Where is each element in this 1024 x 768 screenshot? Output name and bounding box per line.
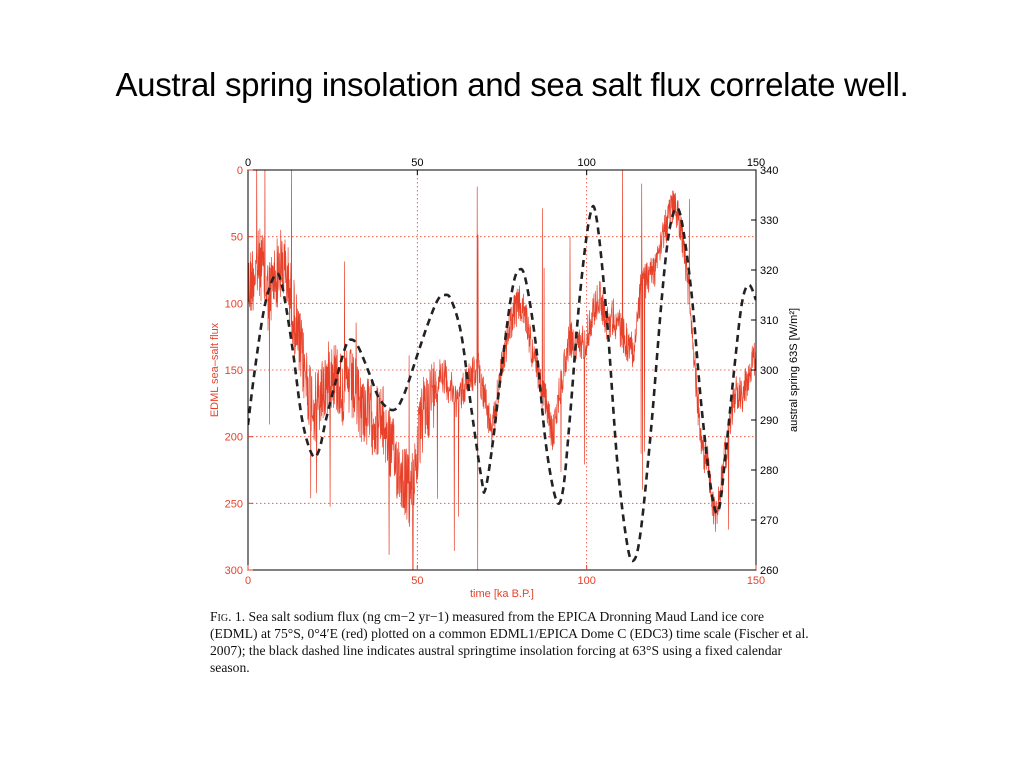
y-left-tick-label: 100 <box>225 298 243 310</box>
x-tick-label: 100 <box>577 575 595 587</box>
y-right-tick-label: 340 <box>760 165 778 177</box>
y-right-tick-label: 280 <box>760 465 778 477</box>
x-tick-label: 150 <box>747 575 765 587</box>
x-top-tick-label: 100 <box>577 157 595 169</box>
x-tick-label: 0 <box>245 575 251 587</box>
y-right-tick-label: 320 <box>760 265 778 277</box>
figure-caption: Fig. 1. Sea salt sodium flux (ng cm−2 yr… <box>210 608 810 676</box>
y-right-tick-label: 260 <box>760 565 778 577</box>
x-top-tick-label: 0 <box>245 157 251 169</box>
caption-prefix: Fig. 1. <box>210 609 246 624</box>
ticks: 0 50 100 150 0 50 100 150 0 50 100 150 200 250 300 260 2… <box>225 157 779 587</box>
y-left-tick-label: 50 <box>231 232 243 244</box>
x-top-tick-label: 150 <box>747 157 765 169</box>
series-line-insolation <box>248 204 756 563</box>
y-left-tick-label: 250 <box>225 498 243 510</box>
y-axis-right-label: austral spring 63S [W/m²] <box>788 308 800 432</box>
y-left-tick-label: 150 <box>225 365 243 377</box>
y-right-tick-label: 330 <box>760 215 778 227</box>
y-axis-left-label: EDML sea–salt flux <box>209 322 221 417</box>
caption-text: Sea salt sodium flux (ng cm−2 yr−1) meas… <box>210 609 809 675</box>
slide-title: Austral spring insolation and sea salt f… <box>115 66 909 103</box>
chart: 0 50 100 150 0 50 100 150 0 50 100 150 200 250 300 260 2… <box>209 157 800 600</box>
x-tick-label: 50 <box>411 575 423 587</box>
x-top-tick-label: 50 <box>411 157 423 169</box>
y-right-tick-label: 300 <box>760 365 778 377</box>
y-right-tick-label: 270 <box>760 515 778 527</box>
y-right-tick-label: 310 <box>760 315 778 327</box>
series-layer <box>248 170 756 570</box>
y-left-tick-label: 300 <box>225 565 243 577</box>
y-left-tick-label: 0 <box>237 165 243 177</box>
x-axis-label: time [ka B.P.] <box>470 588 534 600</box>
y-left-tick-label: 200 <box>225 432 243 444</box>
y-right-tick-label: 290 <box>760 415 778 427</box>
series-line-flux <box>248 170 756 570</box>
